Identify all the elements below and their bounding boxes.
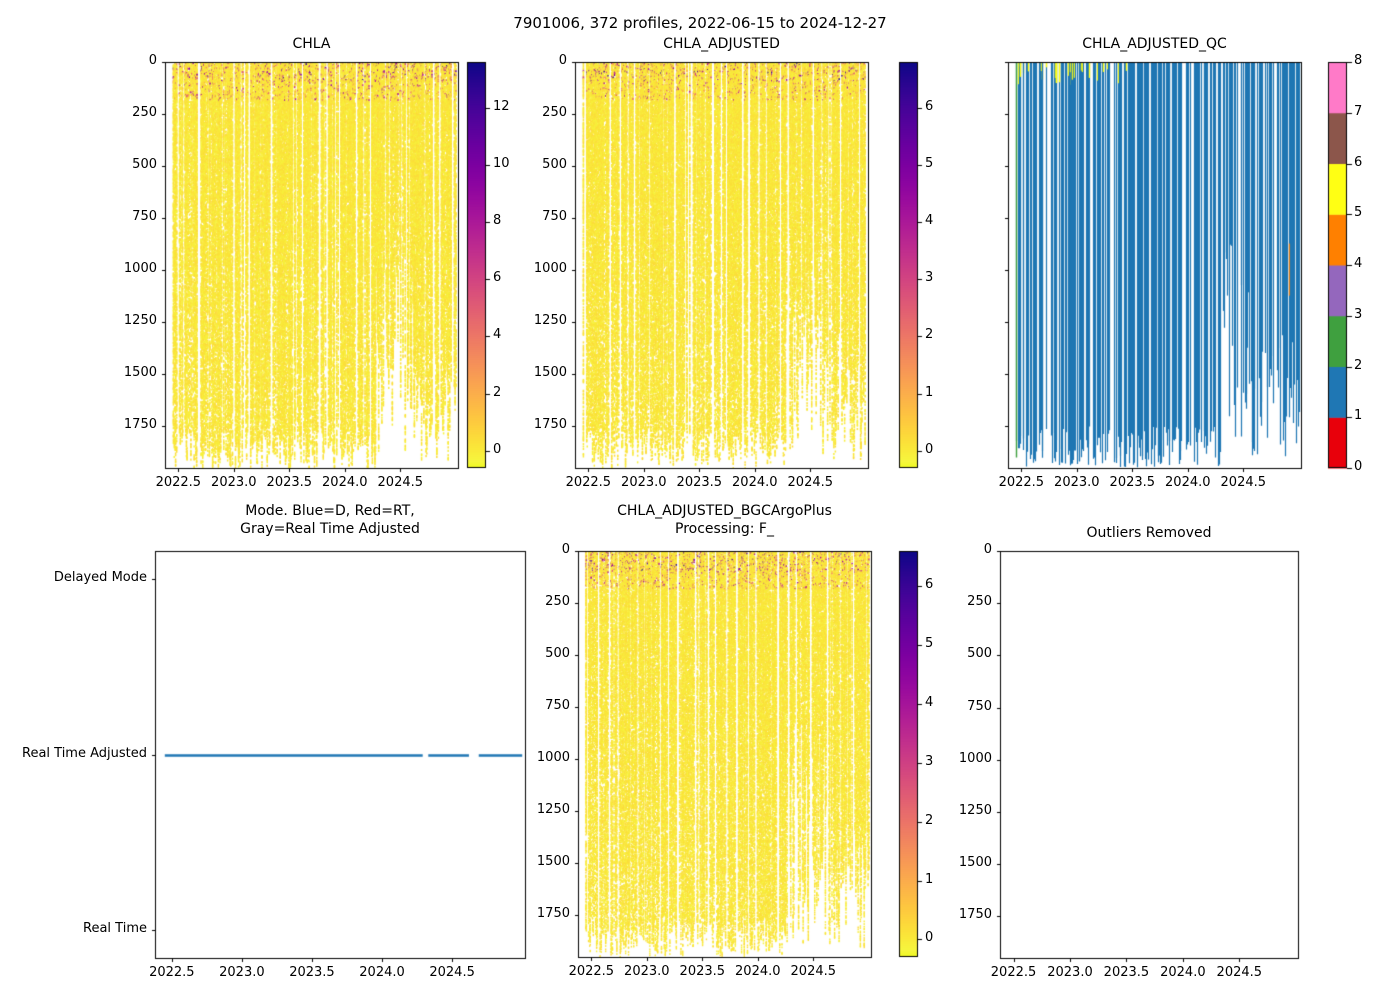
plot-area-chla_adjusted_bgcargoplus[interactable]	[578, 551, 871, 957]
plot-area-chla_adjusted-colorbar[interactable]	[899, 62, 918, 468]
plot-area-chla-colorbar[interactable]	[467, 62, 486, 468]
plot-area-chla_adjusted_qc[interactable]	[1008, 62, 1301, 468]
plot-area-chla_adjusted[interactable]	[575, 62, 868, 468]
plot-area-chla_adjusted_qc-colorbar[interactable]	[1328, 62, 1347, 468]
plot-area-outliers_removed[interactable]	[1000, 551, 1298, 958]
plot-area-chla_adjusted_bgcargoplus-colorbar[interactable]	[899, 551, 918, 957]
plot-area-chla[interactable]	[165, 62, 458, 468]
plot-area-mode[interactable]	[155, 551, 525, 958]
